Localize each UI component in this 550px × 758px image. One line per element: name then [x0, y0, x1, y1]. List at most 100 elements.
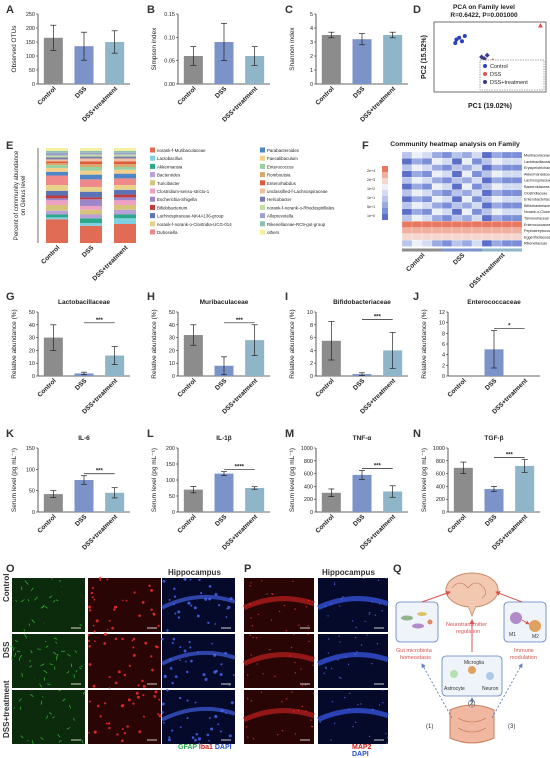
- heatmap-row-label: Norank-o-Clostridia-UCG-014: [524, 210, 550, 214]
- scale-swatch: [382, 184, 388, 190]
- cell-dot-p: [339, 641, 340, 642]
- x-tick-label: DSS: [214, 85, 229, 100]
- stack-segment: [114, 148, 136, 151]
- heatmap-cell: [472, 171, 482, 177]
- cell-dot: [92, 596, 94, 598]
- cell-dot: [186, 671, 188, 673]
- cell-dot: [210, 727, 213, 730]
- heatmap-cell: [492, 177, 502, 183]
- y-tick-label: 100: [166, 478, 175, 484]
- cell-dot: [196, 733, 199, 736]
- cell-dot: [109, 620, 111, 622]
- heatmap-cell: [472, 202, 482, 208]
- y-axis-label: Serum level (pg mL⁻¹): [421, 448, 428, 512]
- label-neuro-1: Neurotransmitter: [446, 622, 487, 628]
- y-tick-label: 4: [310, 26, 313, 32]
- cell-dot: [114, 606, 117, 609]
- stack-segment: [80, 218, 102, 223]
- bar-dsstreatment: [245, 488, 264, 512]
- cell-dot: [94, 731, 97, 734]
- heatmap-cell: [462, 177, 472, 183]
- cell-dot: [151, 669, 154, 672]
- cell-dot-p: [324, 672, 325, 673]
- y-tick-label: 20: [169, 348, 175, 354]
- heatmap-cell: [472, 228, 482, 234]
- cell-dot: [129, 665, 131, 667]
- cell-dot-p: [305, 710, 306, 711]
- y-tick-label: 50: [169, 310, 175, 316]
- legend-label: DSS+treatment: [490, 80, 528, 86]
- legend-marker: [483, 80, 487, 84]
- cell-dot-p: [247, 674, 248, 675]
- bar-dss: [352, 39, 371, 84]
- cell-dot-p: [294, 662, 295, 663]
- pca-title: PCA on Family level: [453, 4, 515, 11]
- heatmap-cell: [412, 171, 422, 177]
- cell-dot-p: [313, 693, 314, 694]
- stack-segment: [114, 153, 136, 155]
- heatmap-cell: [412, 152, 422, 158]
- x-tick-label: DSS: [352, 85, 367, 100]
- label-immune-1: Immune: [514, 648, 534, 654]
- x-tick-label: Control: [176, 513, 197, 534]
- e-x-label: DSS+treatment: [91, 244, 130, 283]
- e-ylabel-1: Percent of community abundance: [14, 150, 20, 240]
- x-tick-label: Control: [446, 377, 467, 398]
- heatmap-row-label: Akkermansiaceae: [524, 172, 550, 176]
- cell-dot: [99, 579, 101, 581]
- heatmap-cell: [412, 177, 422, 183]
- cell-dot-p: [385, 733, 386, 734]
- cell-dot: [217, 723, 219, 725]
- heatmap-cell: [472, 190, 482, 196]
- heatmap-cell: [512, 209, 522, 215]
- y-tick-label: 200: [26, 26, 35, 32]
- stain-iba1: Iba1: [199, 744, 213, 751]
- cell-dot: [161, 711, 163, 713]
- cell-dot: [143, 685, 146, 688]
- heatmap-cell: [432, 190, 442, 196]
- y-tick-label: 150: [26, 446, 35, 452]
- heatmap-row-label: Peptostreptococcaceae: [524, 229, 550, 233]
- scale-swatch: [382, 178, 388, 184]
- legend-text: unclassified-f-Lachnospiraceae: [267, 189, 328, 194]
- heatmap-cell: [422, 234, 432, 240]
- stain-gfap: GFAP: [178, 744, 197, 751]
- stack-segment: [80, 155, 102, 157]
- heatmap-cell: [402, 228, 412, 234]
- heatmap-cell: [452, 202, 462, 208]
- y-tick-label: 12: [439, 310, 445, 316]
- cell-dot: [211, 643, 213, 645]
- heatmap-cell: [432, 202, 442, 208]
- scale-label: 2e+3: [367, 178, 375, 182]
- heatmap-cell: [402, 165, 412, 171]
- cell-dot-p: [293, 634, 294, 635]
- cell-dot: [132, 703, 134, 705]
- legend-text: Lactobacillus: [157, 156, 183, 161]
- cell-dot: [166, 629, 168, 631]
- cell-dot: [150, 589, 153, 592]
- cell-dot-p: [256, 637, 257, 638]
- heatmap-cell: [432, 228, 442, 234]
- legend-text: Bifidobacterium: [157, 205, 188, 210]
- legend-label: DSS: [490, 72, 502, 78]
- heatmap-cell: [402, 177, 412, 183]
- legend-swatch: [260, 189, 265, 194]
- cell-dot-p: [305, 684, 306, 685]
- significance-label: ***: [506, 453, 514, 459]
- heatmap-cell: [432, 240, 442, 246]
- stack-segment: [46, 172, 68, 176]
- cell-dot: [155, 690, 158, 693]
- heatmap-cell: [472, 196, 482, 202]
- chart-title: Lactobacillaceae: [58, 299, 110, 306]
- cell-dot: [126, 725, 128, 727]
- chart-title: Bifidobacteriaceae: [333, 299, 391, 306]
- pca-point: [453, 41, 457, 45]
- cell-dot-p: [298, 710, 299, 711]
- cell-dot-p: [286, 698, 287, 699]
- cell-dot: [162, 703, 165, 706]
